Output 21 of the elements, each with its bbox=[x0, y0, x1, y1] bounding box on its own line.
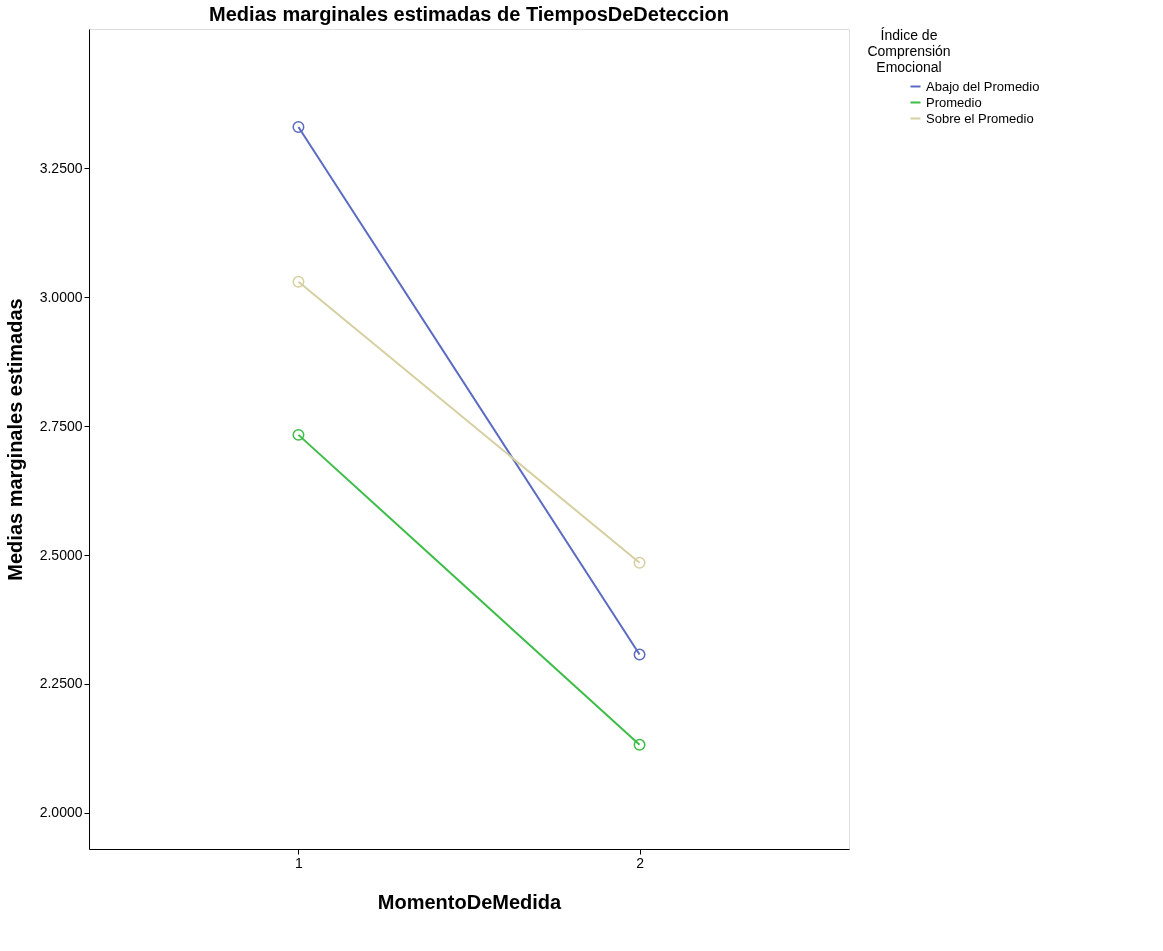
legend-label: Abajo del Promedio bbox=[926, 78, 1040, 94]
legend-label: Sobre el Promedio bbox=[926, 110, 1034, 126]
legend-title: Índice de Comprensión Emocional bbox=[867, 27, 951, 75]
x-axis-title: MomentoDeMedida bbox=[377, 890, 563, 913]
y-tick-label: 2.2500 bbox=[39, 675, 83, 692]
chart-title: Medias marginales estimadas de TiemposDeDeteccion bbox=[209, 3, 729, 25]
y-tick-label: 2.0000 bbox=[39, 804, 83, 821]
y-tick-label: 2.5000 bbox=[39, 546, 83, 563]
y-tick-label: 2.7500 bbox=[39, 417, 83, 434]
y-axis-title: Medias marginales estimadas bbox=[3, 298, 26, 581]
point bbox=[633, 738, 646, 751]
point bbox=[292, 275, 305, 288]
legend-label: Promedio bbox=[926, 94, 982, 110]
x-tick-label: 2 bbox=[636, 854, 645, 871]
point bbox=[292, 428, 305, 441]
point bbox=[292, 121, 305, 133]
point bbox=[633, 648, 646, 661]
y-tick-label: 3.0000 bbox=[39, 288, 83, 305]
point bbox=[633, 556, 646, 569]
x-tick-label: 1 bbox=[295, 854, 304, 871]
y-tick-label: 3.2500 bbox=[39, 159, 83, 176]
